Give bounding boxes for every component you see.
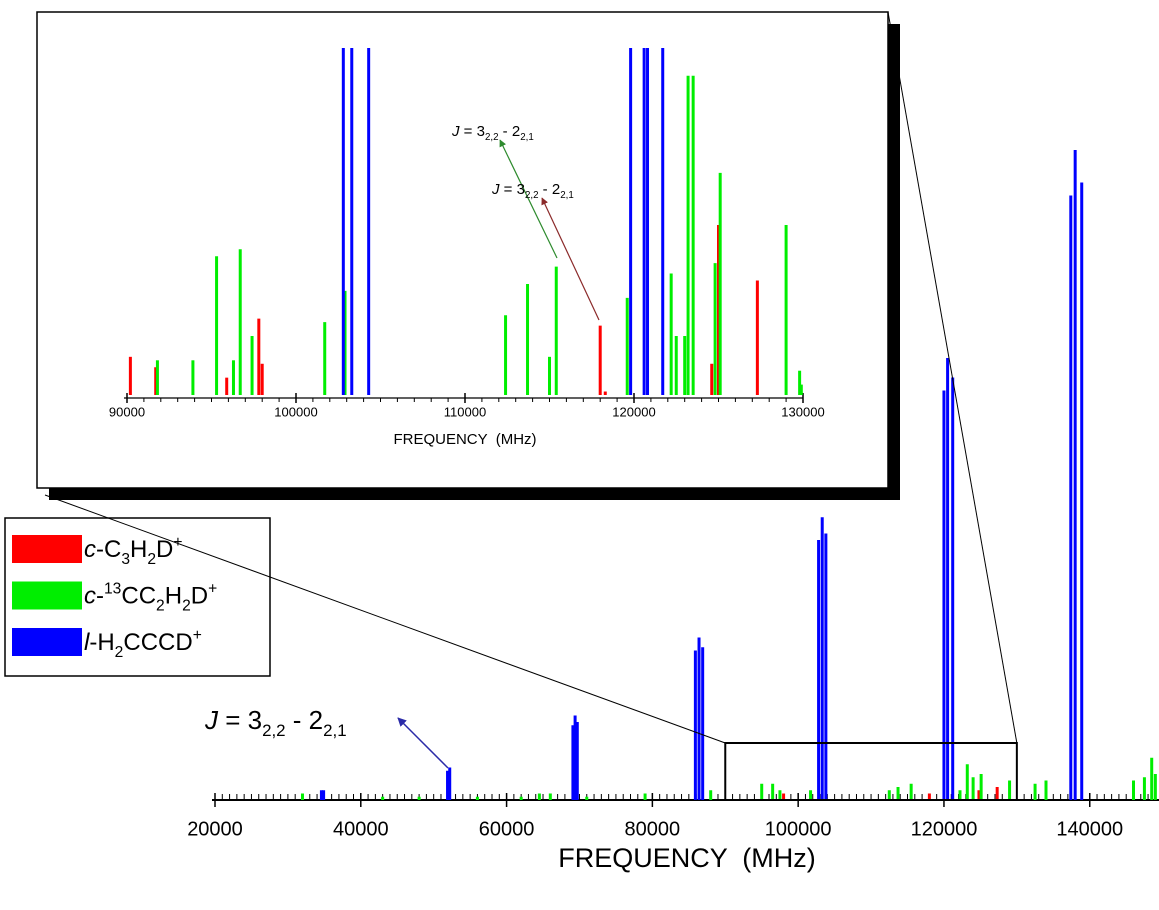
zoom-line bbox=[887, 11, 1018, 744]
annotation: J = 32,2 - 22,1 bbox=[204, 705, 347, 740]
legend-swatch bbox=[12, 535, 82, 563]
inset-frame bbox=[36, 11, 889, 489]
legend-swatch bbox=[12, 581, 82, 610]
annotation: J = 32,2 - 22,1 bbox=[451, 123, 534, 143]
main-plot: 20000 40000 60000 80000 100000 120000 140000 FR… bbox=[187, 150, 1159, 873]
legend-label: l-H2CCCD+ bbox=[84, 627, 202, 661]
x-tick-label: 20000 bbox=[187, 818, 243, 840]
x-tick-label: 60000 bbox=[479, 818, 535, 840]
x-tick-label: 80000 bbox=[625, 818, 681, 840]
x-tick-label: 120000 bbox=[911, 818, 978, 840]
legend-label: c-13CC2H2D+ bbox=[84, 580, 217, 614]
annotation-arrow bbox=[541, 197, 600, 321]
x-tick-label: 40000 bbox=[333, 818, 389, 840]
annotation: J = 32,2 - 22,1 bbox=[491, 181, 574, 201]
legend-swatch bbox=[12, 628, 82, 656]
x-axis-title: FREQUENCY (MHz) bbox=[558, 843, 816, 873]
x-tick-label: 110000 bbox=[444, 404, 486, 419]
annotation-arrow bbox=[397, 717, 449, 769]
x-tick-label: 100000 bbox=[765, 818, 832, 840]
legend-label: c-C3H2D+ bbox=[84, 534, 183, 568]
x-tick-label: 120000 bbox=[612, 404, 655, 419]
x-tick-label: 100000 bbox=[274, 404, 317, 419]
annotation-arrow bbox=[499, 139, 558, 259]
zoom-box bbox=[724, 742, 1018, 801]
zoom-line bbox=[44, 494, 726, 744]
x-tick-label: 140000 bbox=[1056, 818, 1123, 840]
x-tick-label: 130000 bbox=[781, 404, 824, 419]
x-tick-label: 90000 bbox=[109, 404, 145, 419]
legend: c-C3H2D+ c-13CC2H2D+ l-H2CCCD+ bbox=[4, 517, 271, 677]
x-axis-title: FREQUENCY (MHz) bbox=[393, 431, 536, 448]
inset-plot: 90000 100000 110000 120000 130000 FREQUENCY (… bbox=[109, 48, 825, 448]
